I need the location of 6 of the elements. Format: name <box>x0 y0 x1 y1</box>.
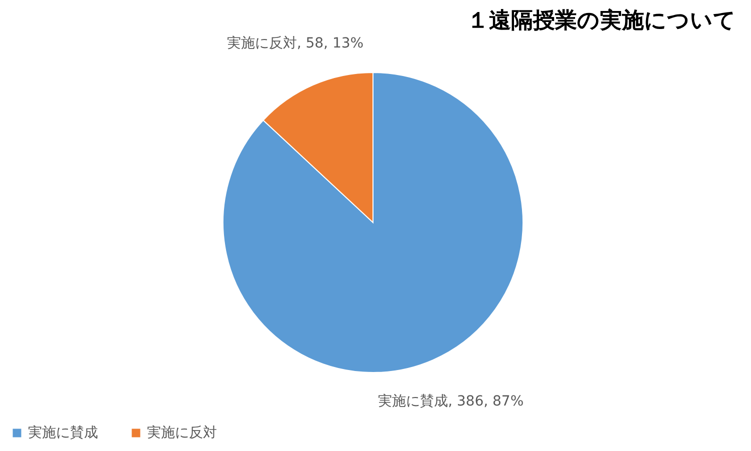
data-label: 実施に賛成, 386, 87% <box>378 393 524 410</box>
data-label: 実施に反対, 58, 13% <box>226 36 364 52</box>
legend-label: 実施に賛成 <box>28 425 98 441</box>
legend-label: 実施に反対 <box>147 425 217 441</box>
text: １遠隔授業の実施について <box>467 8 736 34</box>
pie-slice <box>222 72 524 373</box>
